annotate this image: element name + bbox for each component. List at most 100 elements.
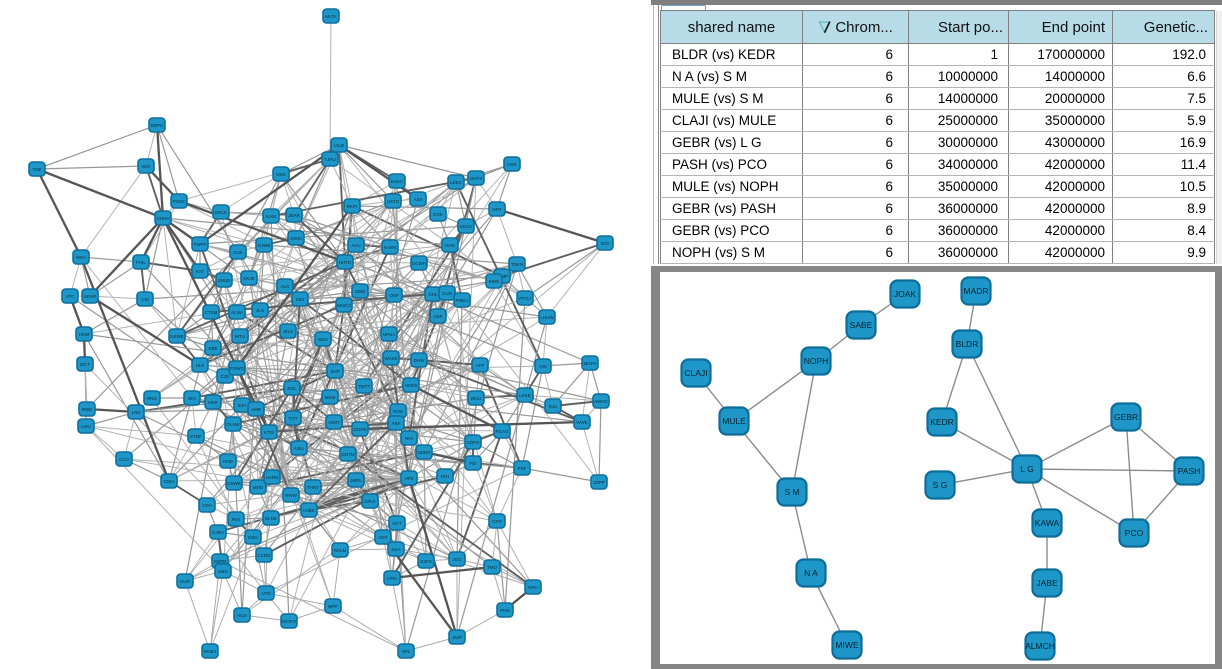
svg-text:WSC: WSC	[318, 337, 329, 342]
svg-text:TOT: TOT	[289, 416, 298, 421]
svg-text:JABE: JABE	[1036, 578, 1058, 588]
svg-text:ALG: ALG	[280, 284, 290, 289]
svg-text:CLAJI: CLAJI	[684, 368, 707, 378]
svg-text:RJU: RJU	[549, 404, 558, 409]
svg-text:JMRL: JMRL	[350, 478, 362, 483]
svg-text:KKJE: KKJE	[243, 276, 254, 281]
svg-text:NOPH: NOPH	[804, 356, 829, 366]
svg-text:SKHR: SKHR	[84, 294, 97, 299]
svg-text:AAU: AAU	[351, 243, 360, 248]
svg-text:ADT: ADT	[379, 535, 388, 540]
svg-text:LWU: LWU	[81, 424, 91, 429]
svg-text:EIO: EIO	[601, 241, 609, 246]
svg-text:LHUW: LHUW	[540, 315, 554, 320]
svg-text:TWFP: TWFP	[194, 242, 207, 247]
svg-text:SIKI: SIKI	[296, 297, 305, 302]
svg-text:BDPC: BDPC	[151, 123, 164, 128]
svg-text:GCWH: GCWH	[412, 261, 426, 266]
svg-text:JBAR: JBAR	[288, 213, 300, 218]
svg-text:HSR: HSR	[507, 162, 517, 167]
svg-text:OLAW: OLAW	[226, 422, 240, 427]
svg-text:EGL: EGL	[287, 386, 297, 391]
svg-text:NNT: NNT	[492, 207, 501, 212]
svg-text:N A: N A	[804, 568, 818, 578]
svg-text:RWE: RWE	[82, 407, 92, 412]
svg-text:JLN: JLN	[256, 308, 264, 313]
svg-text:CHL: CHL	[428, 292, 437, 297]
svg-text:SDPB: SDPB	[214, 559, 226, 564]
svg-text:ROBJ: ROBJ	[204, 649, 216, 654]
svg-text:AJKL: AJKL	[294, 446, 305, 451]
svg-text:CDFO: CDFO	[467, 440, 480, 445]
svg-text:EOK: EOK	[433, 212, 443, 217]
svg-text:OSP: OSP	[389, 293, 399, 298]
svg-text:KBE: KBE	[208, 346, 217, 351]
svg-text:AMR: AMR	[251, 407, 262, 412]
svg-text:S G: S G	[933, 480, 948, 490]
svg-text:LPRI: LPRI	[387, 576, 397, 581]
svg-text:DRLE: DRLE	[215, 210, 227, 215]
svg-text:FEI: FEI	[469, 461, 476, 466]
svg-text:USTG: USTG	[387, 199, 400, 204]
svg-text:AWHC: AWHC	[594, 399, 608, 404]
svg-text:MUEO: MUEO	[337, 303, 351, 308]
svg-text:RND: RND	[223, 459, 233, 464]
svg-text:TMO: TMO	[487, 565, 497, 570]
svg-text:MHD: MHD	[253, 485, 264, 490]
svg-text:RCAG: RCAG	[495, 429, 509, 434]
svg-text:KAT: KAT	[196, 269, 205, 274]
svg-text:OPL: OPL	[401, 649, 411, 654]
svg-text:OUK: OUK	[233, 250, 243, 255]
svg-text:EUR: EUR	[180, 579, 190, 584]
svg-text:BLNE: BLNE	[265, 516, 277, 521]
svg-text:UARN: UARN	[266, 475, 279, 480]
svg-text:ASI: ASI	[539, 364, 546, 369]
svg-text:BLDR: BLDR	[956, 339, 979, 349]
svg-text:JDPP: JDPP	[593, 480, 605, 485]
svg-text:KAM: KAM	[266, 214, 276, 219]
svg-text:NDNR: NDNR	[418, 450, 432, 455]
svg-text:CFH: CFH	[202, 503, 211, 508]
svg-text:KTIS: KTIS	[264, 430, 274, 435]
svg-text:MLTA: MLTA	[325, 14, 336, 19]
svg-text:SHP: SHP	[330, 369, 339, 374]
svg-text:UTN: UTN	[261, 591, 270, 596]
svg-text:RKPI: RKPI	[347, 204, 358, 209]
svg-text:ETBF: ETBF	[190, 434, 202, 439]
svg-text:SABE: SABE	[850, 320, 873, 330]
svg-text:CFO: CFO	[492, 519, 502, 524]
svg-text:WUU: WUU	[471, 396, 482, 401]
svg-text:PFOJ: PFOJ	[519, 296, 531, 301]
svg-text:WTU: WTU	[235, 334, 245, 339]
svg-text:TDKN: TDKN	[511, 262, 523, 267]
svg-text:CSI: CSI	[141, 297, 149, 302]
svg-text:KMO: KMO	[489, 279, 500, 284]
svg-text:JOAK: JOAK	[894, 289, 917, 299]
svg-text:OHFS: OHFS	[470, 176, 483, 181]
svg-text:PMEU: PMEU	[455, 298, 468, 303]
svg-text:JNIP: JNIP	[452, 635, 462, 640]
svg-text:WPF: WPF	[328, 604, 338, 609]
svg-text:THNT: THNT	[307, 485, 319, 490]
svg-text:DHW: DHW	[414, 358, 425, 363]
svg-text:UBG: UBG	[218, 569, 228, 574]
svg-text:OJMB: OJMB	[258, 243, 271, 248]
svg-text:USF: USF	[434, 314, 443, 319]
svg-text:IWO: IWO	[142, 164, 151, 169]
svg-text:GEBR: GEBR	[1114, 412, 1138, 422]
svg-text:NSWE: NSWE	[170, 334, 184, 339]
svg-text:GHHH: GHHH	[156, 216, 169, 221]
svg-text:HJBK: HJBK	[303, 508, 315, 513]
svg-text:ALMCH: ALMCH	[1025, 641, 1055, 651]
svg-text:ROS: ROS	[393, 409, 403, 414]
svg-text:OGPE: OGPE	[353, 427, 366, 432]
svg-text:HKEN: HKEN	[405, 383, 418, 388]
svg-text:MKM: MKM	[325, 395, 336, 400]
svg-text:LKKE: LKKE	[519, 393, 531, 398]
svg-text:AKF: AKF	[392, 421, 401, 426]
svg-text:TJRU: TJRU	[324, 157, 336, 162]
svg-text:DGTM: DGTM	[341, 452, 354, 457]
svg-text:NPH: NPH	[528, 585, 538, 590]
svg-text:CJD: CJD	[221, 374, 230, 379]
svg-text:BJA: BJA	[238, 403, 246, 408]
